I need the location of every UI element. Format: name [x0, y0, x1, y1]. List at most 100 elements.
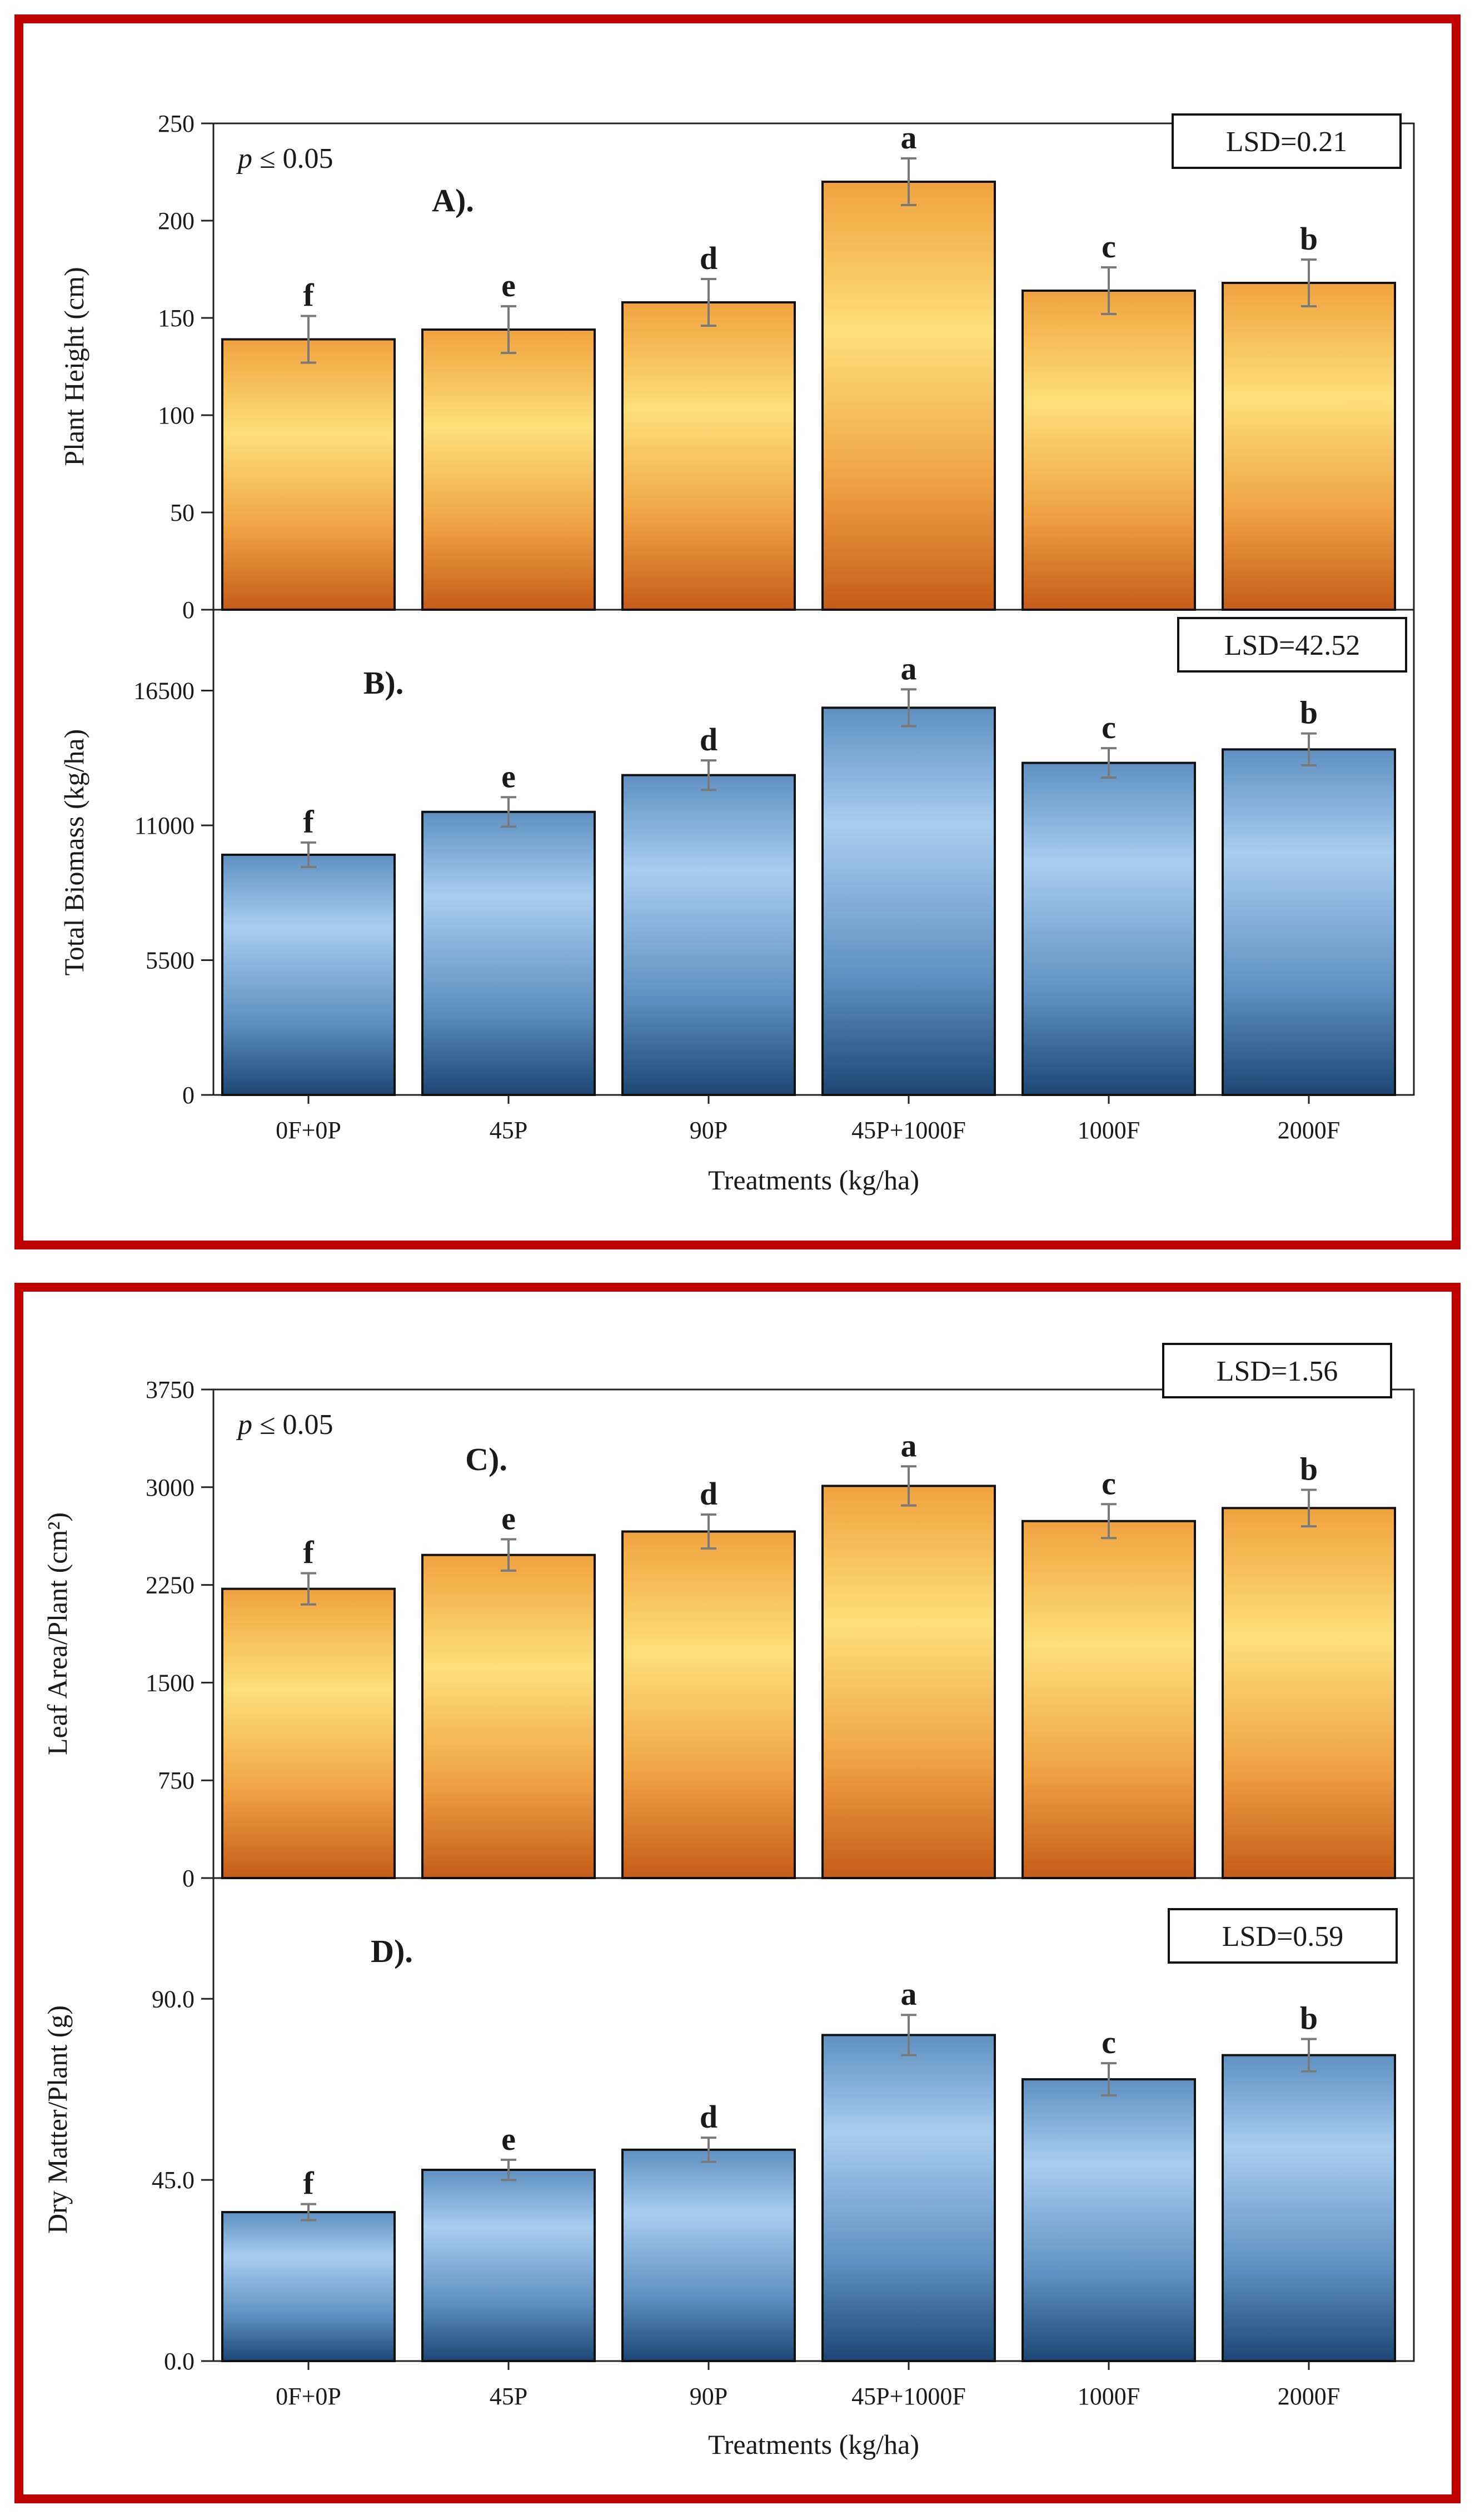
bar-b-3 [821, 706, 996, 1096]
significance-letter-d-5: b [1300, 2000, 1318, 2036]
lsd-box-a [1172, 113, 1402, 169]
bar-c-3 [821, 1485, 996, 1880]
significance-letter-c-5: b [1300, 1451, 1318, 1487]
y-tick-label-a-5: 250 [158, 110, 195, 137]
p-value-symbol-a: p [236, 143, 252, 175]
lsd-label-b: LSD=42.52 [1224, 630, 1361, 661]
y-tick-label-c-1: 750 [158, 1767, 195, 1794]
panel-label-b: B). [363, 665, 404, 701]
x-axis-title-d: Treatments (kg/ha) [708, 2429, 919, 2460]
significance-letter-d-4: c [1102, 2024, 1116, 2060]
x-tick-label-d-0: 0F+0P [276, 2383, 341, 2410]
panel-label-d: D). [371, 1933, 413, 1969]
bar-b-4 [1021, 761, 1196, 1097]
significance-letter-c-0: f [303, 1535, 314, 1571]
y-tick-label-d-1: 45.0 [152, 2167, 195, 2194]
significance-letter-b-0: f [303, 804, 314, 840]
significance-letter-a-5: b [1300, 221, 1318, 257]
significance-letter-c-3: a [901, 1427, 917, 1463]
lsd-box-c [1162, 1343, 1392, 1398]
significance-letter-b-4: c [1102, 709, 1116, 745]
p-value-threshold-c: ≤ 0.05 [252, 1409, 333, 1441]
x-tick-label-b-5: 2000F [1278, 1117, 1340, 1144]
y-tick-label-b-1: 5500 [146, 947, 195, 974]
significance-letter-c-1: e [501, 1501, 516, 1537]
significance-letter-b-2: d [700, 721, 717, 758]
y-axis-title-d: Dry Matter/Plant (g) [42, 2005, 73, 2234]
x-axis-title-b: Treatments (kg/ha) [708, 1164, 919, 1196]
x-tick-label-b-4: 1000F [1078, 1117, 1140, 1144]
bar-d-1 [421, 2169, 596, 2362]
lsd-label-d: LSD=0.59 [1222, 1921, 1344, 1953]
significance-letter-b-1: e [501, 758, 516, 794]
x-tick-label-d-3: 45P+1000F [851, 2383, 966, 2410]
lsd-label-a: LSD=0.21 [1226, 126, 1348, 158]
x-tick-label-d-5: 2000F [1278, 2383, 1340, 2410]
y-tick-label-d-0: 0.0 [164, 2348, 195, 2375]
y-tick-label-a-2: 100 [158, 402, 195, 429]
x-tick-label-d-4: 1000F [1078, 2383, 1140, 2410]
bar-c-0 [221, 1587, 396, 1880]
significance-letter-a-1: e [501, 267, 516, 303]
bar-a-0 [221, 338, 396, 611]
y-tick-label-d-2: 90.0 [152, 1985, 195, 2013]
y-tick-label-a-4: 200 [158, 207, 195, 235]
y-axis-title-b: Total Biomass (kg/ha) [58, 729, 89, 976]
bar-a-1 [421, 328, 596, 611]
bar-b-5 [1222, 748, 1396, 1097]
significance-letter-a-2: d [700, 240, 717, 276]
y-tick-label-c-5: 3750 [146, 1376, 195, 1403]
bar-b-1 [421, 810, 596, 1096]
y-tick-label-b-0: 0 [182, 1082, 195, 1109]
significance-letter-d-2: d [700, 2099, 717, 2135]
y-tick-label-c-3: 2250 [146, 1572, 195, 1599]
bar-a-5 [1222, 282, 1396, 611]
bar-c-1 [421, 1553, 596, 1879]
lsd-box-d [1168, 1908, 1398, 1964]
significance-letter-b-3: a [901, 650, 917, 686]
frame-top [14, 14, 1461, 1249]
significance-letter-d-1: e [501, 2121, 516, 2157]
y-tick-label-b-2: 11000 [134, 812, 195, 839]
bar-a-3 [821, 181, 996, 611]
bar-c-2 [621, 1530, 796, 1880]
y-tick-label-c-0: 0 [182, 1865, 195, 1892]
x-tick-label-d-2: 90P [690, 2383, 727, 2410]
plot-frame-bottom [212, 1388, 1415, 2362]
x-tick-label-b-1: 45P [490, 1117, 527, 1144]
panel-b: 0 5500 11000 16500 Total Biomass (kg/ha) f e d a… [58, 617, 1407, 1196]
significance-letter-a-4: c [1102, 228, 1116, 265]
y-tick-label-a-0: 0 [182, 596, 195, 624]
y-axis-title-c: Leaf Area/Plant (cm²) [42, 1512, 73, 1755]
x-tick-label-d-1: 45P [490, 2383, 527, 2410]
panel-a: 0 50 100 150 200 250 Plant Height (cm) f e d a c b LS… [58, 110, 1402, 624]
significance-letter-b-5: b [1300, 695, 1318, 731]
panel-label-c: C). [465, 1441, 507, 1477]
bar-c-4 [1021, 1520, 1196, 1879]
panel-c: 0 750 1500 2250 3000 3750 Leaf Area/Plant (cm²… [42, 1343, 1396, 1892]
y-tick-label-b-3: 16500 [133, 678, 195, 705]
significance-letter-a-0: f [303, 277, 314, 313]
p-value-symbol-c: p [236, 1409, 252, 1441]
x-tick-label-b-0: 0F+0P [276, 1117, 341, 1144]
y-tick-label-c-4: 3000 [146, 1474, 195, 1501]
y-axis-title-a: Plant Height (cm) [58, 267, 89, 466]
p-value-label-a: p ≤ 0.05 [236, 143, 333, 175]
p-value-threshold-a: ≤ 0.05 [252, 143, 333, 175]
bar-d-5 [1222, 2054, 1396, 2362]
significance-letter-d-0: f [303, 2165, 314, 2202]
frame-bottom [14, 1283, 1461, 2503]
significance-letter-c-4: c [1102, 1465, 1116, 1501]
lsd-box-b [1177, 617, 1407, 673]
p-value-label-c: p ≤ 0.05 [236, 1409, 333, 1441]
lsd-label-c: LSD=1.56 [1217, 1356, 1338, 1387]
bar-d-4 [1021, 2078, 1196, 2362]
x-tick-label-b-3: 45P+1000F [851, 1117, 966, 1144]
significance-letter-d-3: a [901, 1976, 917, 2012]
y-tick-label-a-3: 150 [158, 305, 195, 332]
bar-d-0 [221, 2211, 396, 2363]
x-tick-label-b-2: 90P [690, 1117, 727, 1144]
bar-a-4 [1021, 290, 1196, 611]
significance-letter-c-2: d [700, 1476, 717, 1512]
